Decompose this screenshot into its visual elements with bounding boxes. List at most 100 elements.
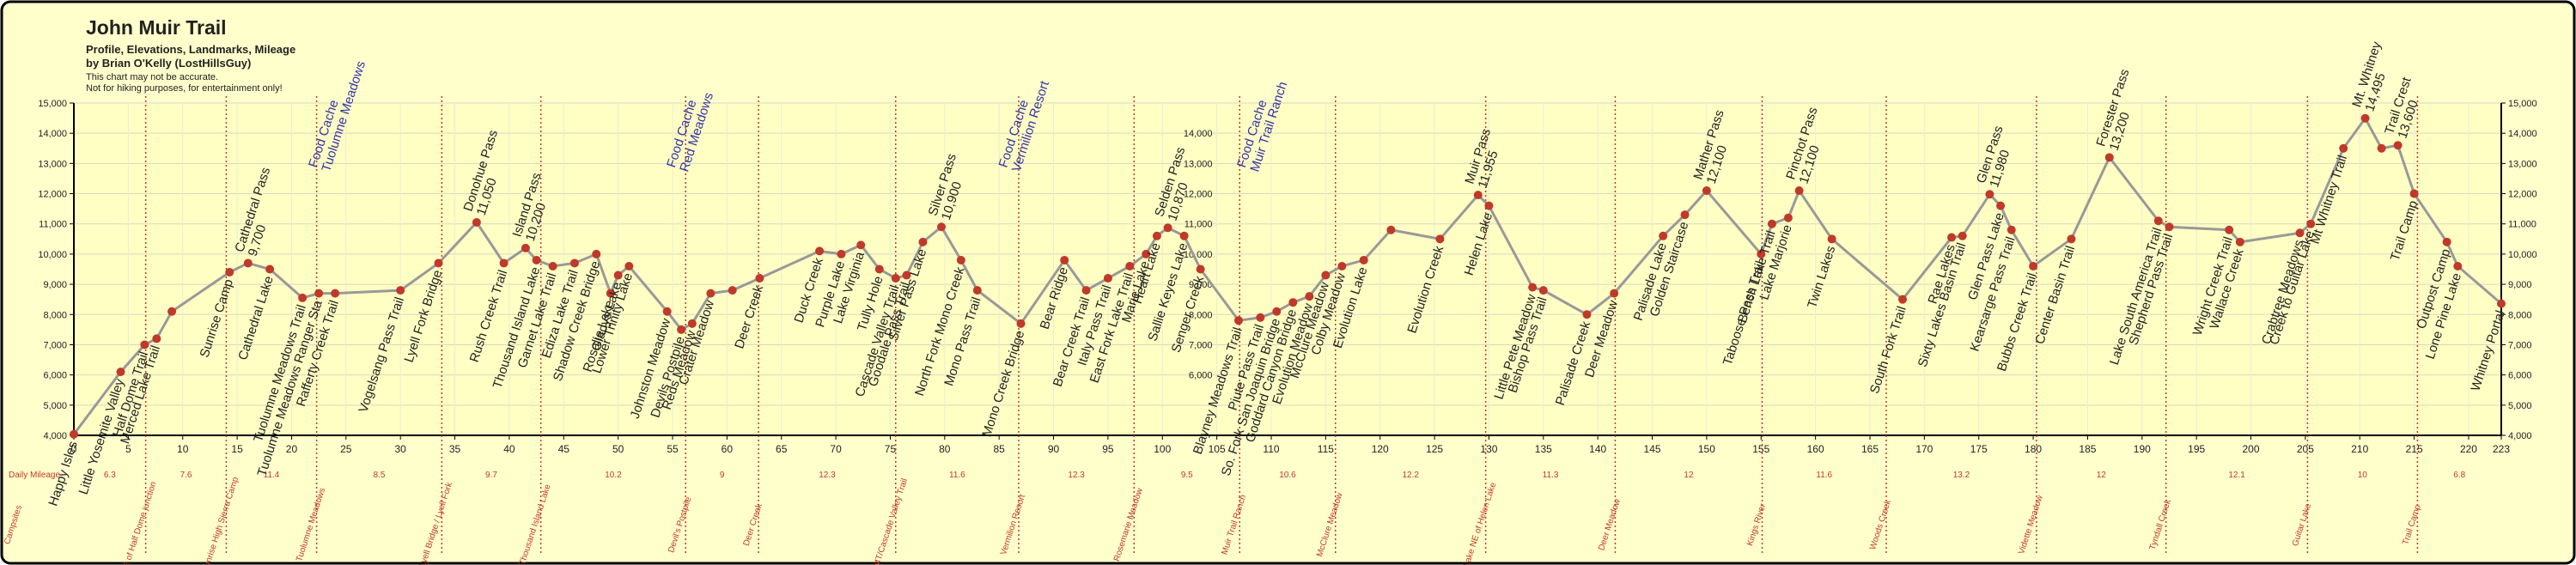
y-tick-label: 14,000 xyxy=(38,129,67,139)
landmark-point xyxy=(298,293,308,302)
landmark-point xyxy=(891,274,900,283)
x-tick-label: 170 xyxy=(1915,443,1933,455)
x-tick-label: 100 xyxy=(1154,443,1171,455)
landmark-point xyxy=(1767,219,1776,228)
landmark-point xyxy=(532,255,541,264)
landmark-point xyxy=(331,289,340,298)
landmark-point xyxy=(706,289,716,298)
x-tick-label: 85 xyxy=(993,443,1005,455)
daily-mileage: 11.6 xyxy=(1816,471,1832,480)
landmark-point xyxy=(1305,292,1314,301)
x-tick-label: 55 xyxy=(667,443,679,455)
y-tick-label: 11,000 xyxy=(39,220,67,230)
plot-area xyxy=(74,103,2501,435)
landmark-point xyxy=(1659,231,1668,240)
landmark-point xyxy=(815,246,825,256)
daily-mileage: 9 xyxy=(720,471,725,480)
landmark-point xyxy=(548,261,557,270)
landmark-point xyxy=(1610,289,1619,298)
x-tick-label: 190 xyxy=(2134,443,2151,455)
x-tick-label: 180 xyxy=(2025,443,2042,455)
landmark-point xyxy=(434,258,443,268)
landmark-point xyxy=(2306,219,2316,228)
chart-author: by Brian O'Kelly (LostHillsGuy) xyxy=(86,57,251,70)
y2-tick-label: 10,000 xyxy=(2508,250,2537,260)
landmark-point xyxy=(1256,313,1265,322)
y2-tick-label: 9,000 xyxy=(2508,280,2532,290)
landmark-point xyxy=(2225,225,2234,234)
landmark-point xyxy=(837,249,846,258)
mid-axis-label: 12,000 xyxy=(1184,190,1213,200)
x-tick-label: 155 xyxy=(1752,443,1769,455)
mid-axis-label: 7,000 xyxy=(1189,340,1213,350)
landmark-point xyxy=(1060,255,1069,264)
landmark-point xyxy=(1288,298,1298,307)
landmark-point xyxy=(1337,261,1347,270)
landmark-point xyxy=(1152,231,1161,240)
daily-mileage: 12.1 xyxy=(2228,471,2245,480)
landmark-point xyxy=(2029,261,2038,270)
landmark-point xyxy=(1958,231,1967,240)
y-tick-label: 7,000 xyxy=(43,340,67,350)
daily-mileage: 6.8 xyxy=(2453,471,2465,480)
chart-subtitle: Profile, Elevations, Landmarks, Mileage xyxy=(86,43,295,56)
daily-mileage: 10 xyxy=(2358,471,2368,480)
x-tick-label: 40 xyxy=(503,443,515,455)
x-tick-label: 50 xyxy=(612,443,624,455)
x-tick-label: 45 xyxy=(558,443,570,455)
landmark-point xyxy=(2360,113,2370,123)
landmark-point xyxy=(1947,233,1957,242)
landmark-point xyxy=(2497,299,2506,308)
x-tick-label: 10 xyxy=(177,443,189,455)
x-tick-label: 70 xyxy=(830,443,842,455)
x-tick-label: 200 xyxy=(2243,443,2260,455)
landmark-point xyxy=(1898,295,1908,304)
chart-title: John Muir Trail xyxy=(86,16,227,39)
landmark-point xyxy=(314,289,324,298)
x-tick-label: 205 xyxy=(2297,443,2314,455)
landmark-point xyxy=(1538,286,1548,295)
landmark-point xyxy=(167,307,177,316)
daily-mileage: 11.3 xyxy=(1543,471,1559,480)
x-tick-label: 125 xyxy=(1426,443,1443,455)
landmark-point xyxy=(2409,189,2419,198)
landmark-point xyxy=(2235,237,2244,246)
daily-mileage: 6.3 xyxy=(104,471,116,480)
landmark-point xyxy=(2153,216,2163,226)
landmark-point xyxy=(1680,210,1690,220)
y2-tick-label: 5,000 xyxy=(2508,401,2532,411)
daily-mileage: 12.2 xyxy=(1402,471,1419,480)
chart-note: This chart may not be accurate. xyxy=(86,72,218,82)
daily-mileage: 12 xyxy=(1684,471,1694,480)
x-tick-label: 160 xyxy=(1807,443,1824,455)
landmark-point xyxy=(592,249,601,258)
y2-tick-label: 14,000 xyxy=(2508,129,2537,139)
y2-tick-label: 4,000 xyxy=(2508,431,2532,441)
landmark-point xyxy=(1103,274,1112,283)
y2-tick-label: 7,000 xyxy=(2508,340,2532,350)
landmark-point xyxy=(569,258,579,268)
landmark-point xyxy=(1582,310,1592,319)
landmark-point xyxy=(1783,213,1793,222)
landmark-point xyxy=(472,217,481,227)
chart-note: Not for hiking purposes, for entertainme… xyxy=(86,83,283,94)
landmark-point xyxy=(1996,201,2006,210)
x-tick-label: 0 xyxy=(71,443,77,455)
landmark-point xyxy=(874,264,884,274)
landmark-point xyxy=(1435,234,1445,244)
x-tick-label: 150 xyxy=(1698,443,1715,455)
x-tick-label: 30 xyxy=(394,443,406,455)
landmark-point xyxy=(2377,143,2386,153)
landmark-point xyxy=(116,368,125,377)
daily-mileage: 12.3 xyxy=(1068,471,1085,480)
landmark-point xyxy=(1142,249,1151,258)
landmark-point xyxy=(2453,261,2463,270)
landmark-point xyxy=(1359,255,1368,264)
x-tick-label: 145 xyxy=(1644,443,1661,455)
x-tick-label: 135 xyxy=(1535,443,1552,455)
landmark-point xyxy=(2339,143,2348,153)
x-tick-label: 5 xyxy=(125,443,131,455)
daily-mileage: 9.7 xyxy=(485,471,497,480)
landmark-point xyxy=(1196,264,1205,274)
landmark-point xyxy=(70,429,78,439)
